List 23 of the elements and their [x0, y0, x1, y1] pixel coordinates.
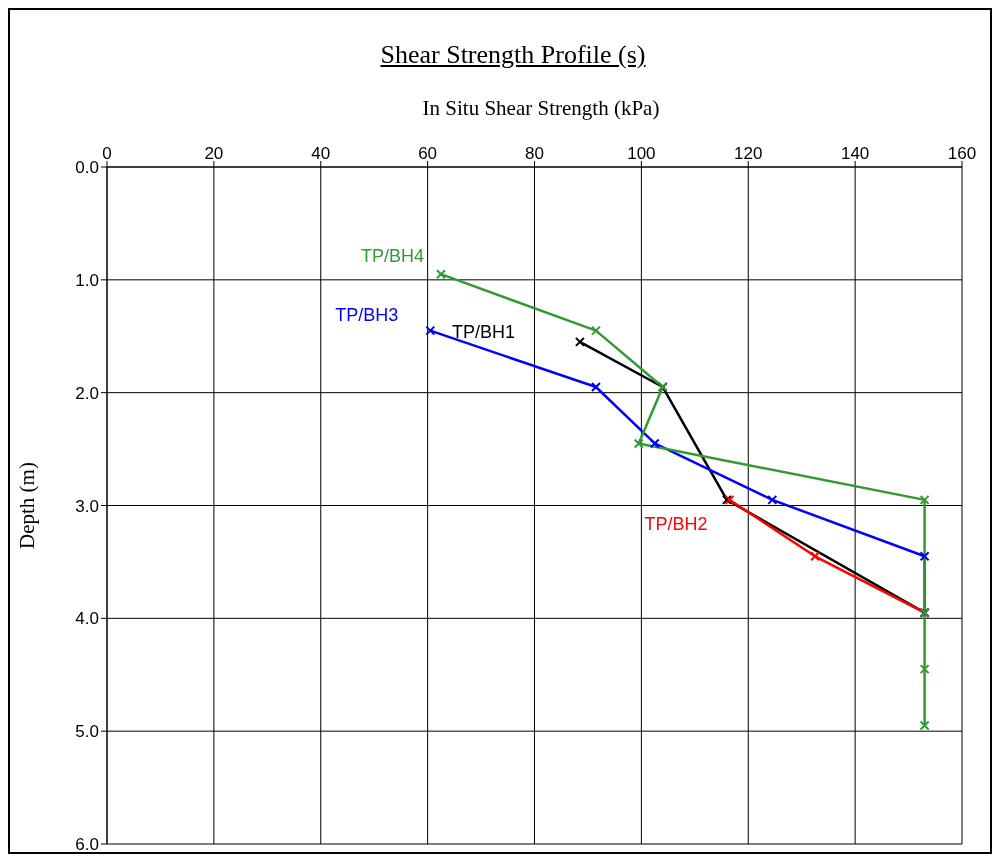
y-tick-label: 0.0 [75, 158, 99, 178]
y-tick-label: 2.0 [75, 383, 99, 403]
x-tick-label: 20 [204, 144, 224, 163]
x-tick-label: 40 [311, 144, 331, 163]
y-tick-label: 3.0 [75, 496, 99, 516]
y-tick-label: 5.0 [75, 722, 99, 742]
x-tick-label: 0 [102, 144, 112, 163]
x-tick-label: 120 [734, 144, 763, 163]
series-label: TP/BH4 [360, 246, 425, 267]
x-axis-title: In Situ Shear Strength (kPa) [421, 96, 661, 121]
x-tick-label: 80 [525, 144, 544, 163]
y-axis-title: Depth (m) [15, 462, 40, 549]
text: TP/BH1 [451, 321, 515, 342]
y-tick-label: 6.0 [75, 835, 99, 855]
x-tick-label: 160 [947, 144, 977, 163]
x-tick-label: 60 [418, 144, 438, 163]
series-label: TP/BH2 [644, 513, 708, 534]
y-tick-label: 4.0 [75, 609, 99, 629]
series-label: TP/BH3 [335, 304, 399, 325]
chart-title: Shear Strength Profile (s) [379, 40, 647, 70]
y-tick-label: 1.0 [75, 270, 99, 290]
x-tick-label: 140 [840, 144, 870, 163]
x-tick-label: 100 [627, 144, 656, 163]
